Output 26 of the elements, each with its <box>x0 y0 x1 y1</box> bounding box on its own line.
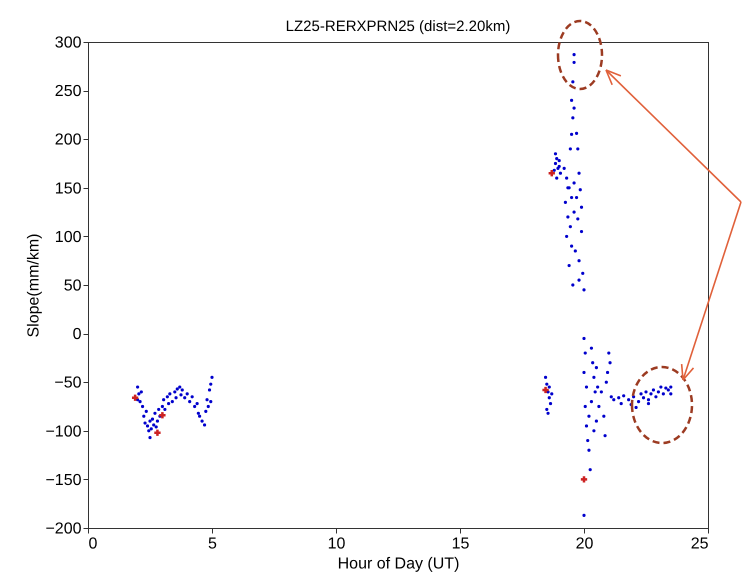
y-tick-label: 250 <box>54 83 82 100</box>
y-tick-label: 150 <box>54 180 82 198</box>
chart-title: LZ25-RERXPRN25 (dist=2.20km) <box>286 18 510 35</box>
x-tick-label: 25 <box>690 536 709 552</box>
x-tick-label: 15 <box>452 536 470 552</box>
y-tick-label: 50 <box>64 278 82 294</box>
y-tick-label: −200 <box>45 520 82 538</box>
point <box>132 394 138 401</box>
y-tick-label: 200 <box>54 132 82 149</box>
y-axis-title: Slope(mm/km) <box>25 233 42 338</box>
point <box>580 476 588 483</box>
x-tick-label: 20 <box>576 536 594 552</box>
y-tick-label: −50 <box>54 374 82 392</box>
y-tick-label: 300 <box>54 34 82 52</box>
point <box>548 170 555 176</box>
point <box>154 430 161 436</box>
point <box>542 386 549 394</box>
x-tick-label: 5 <box>208 536 218 552</box>
y-tick-label: 100 <box>54 228 82 246</box>
x-tick-label: 0 <box>88 536 98 552</box>
y-tick-label: −100 <box>45 423 82 440</box>
x-axis-title: Hour of Day (UT) <box>338 556 460 572</box>
y-tick-label: 0 <box>72 326 82 344</box>
y-tick-label: −150 <box>45 472 82 489</box>
point <box>159 412 166 418</box>
x-tick-label: 10 <box>328 536 346 552</box>
